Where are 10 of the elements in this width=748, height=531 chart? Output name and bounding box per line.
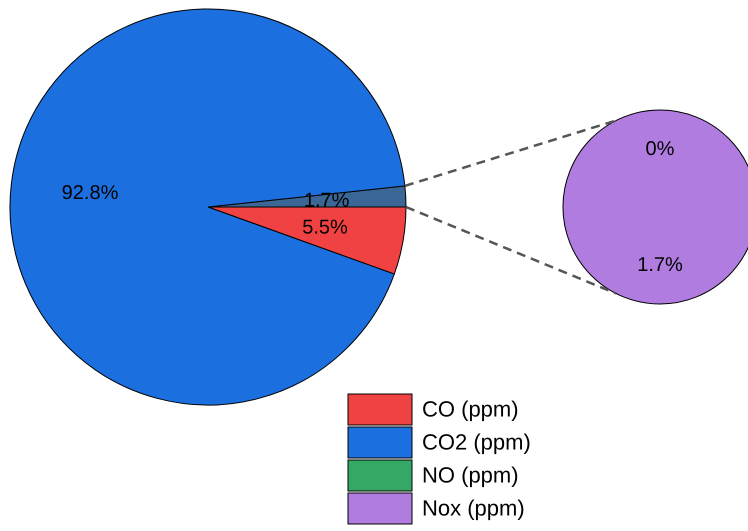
data-label: 5.5% xyxy=(302,216,348,238)
legend-label: CO (ppm) xyxy=(422,396,519,422)
legend-label: CO2 (ppm) xyxy=(422,430,531,454)
text: 0% xyxy=(646,138,674,160)
data-label: 92.8% xyxy=(62,182,119,204)
legend-label: NO (ppm) xyxy=(422,462,519,488)
legend-label: Nox (ppm) xyxy=(422,496,525,520)
data-label: 1.7% xyxy=(637,254,684,276)
data-label: 1.7% xyxy=(304,190,350,212)
pie-slice xyxy=(10,8,406,406)
